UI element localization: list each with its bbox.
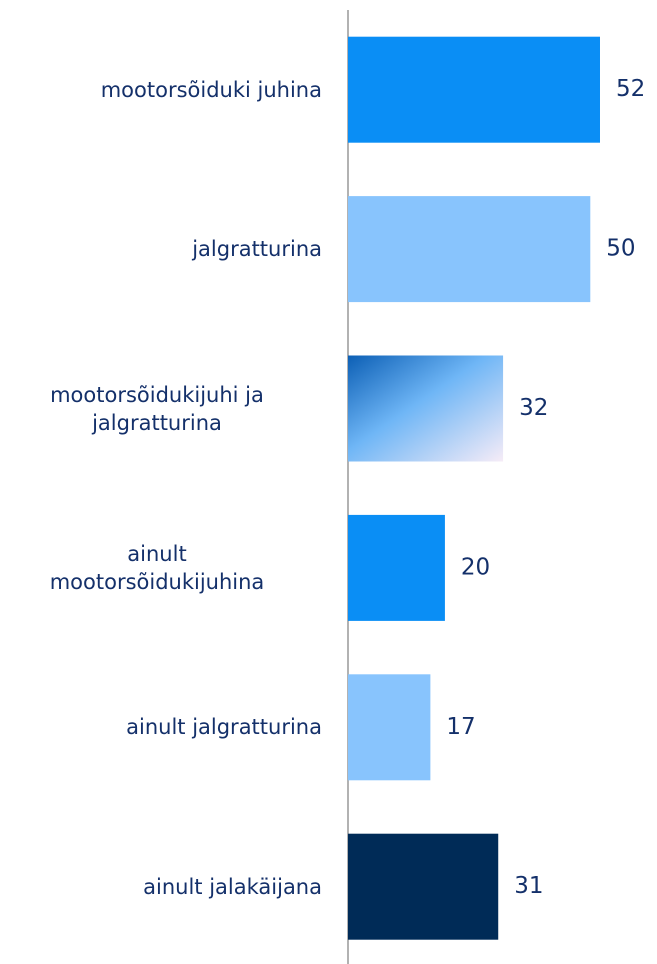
value-label: 32 xyxy=(519,395,548,421)
category-label: ainult mootorsõidukijuhina xyxy=(49,541,265,594)
bar xyxy=(348,674,431,781)
value-label: 31 xyxy=(514,873,543,899)
bar xyxy=(348,514,445,621)
category-label: mootorsõiduki juhina xyxy=(100,77,322,102)
value-label: 17 xyxy=(446,714,475,740)
category-label: ainult jalgratturina xyxy=(126,715,322,740)
bar xyxy=(348,196,591,303)
value-label: 52 xyxy=(616,76,645,102)
bar xyxy=(348,355,504,462)
category-label: mootorsõidukijuhi ja jalgratturina xyxy=(50,382,264,435)
bar xyxy=(348,833,499,940)
category-label: jalgratturina xyxy=(192,237,322,262)
value-label: 20 xyxy=(461,554,490,580)
bar xyxy=(348,36,600,143)
category-label: ainult jalakäijana xyxy=(143,874,322,899)
value-label: 50 xyxy=(606,236,635,262)
